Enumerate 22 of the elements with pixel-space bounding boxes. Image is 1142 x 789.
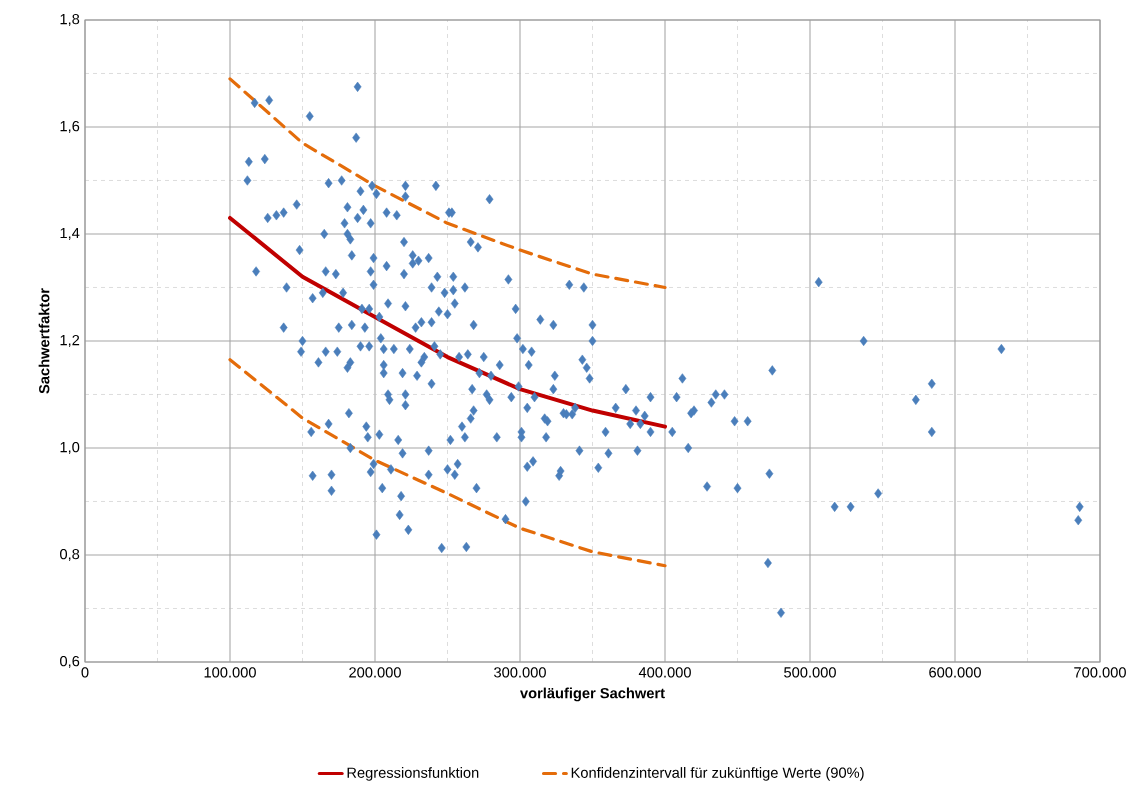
legend-label: Konfidenzintervall für zukünftige Werte (90%) (571, 767, 864, 781)
y-tick-label: 1,0 (60, 441, 80, 455)
x-tick-label: 200.000 (349, 667, 401, 678)
y-tick-label: 1,2 (60, 334, 80, 348)
x-tick-label: 700.000 (1074, 667, 1126, 678)
x-axis-title: vorläufiger Sachwert (520, 687, 665, 702)
y-tick-label: 0,6 (60, 655, 80, 669)
y-axis-title: Sachwertfaktor (38, 288, 50, 394)
x-tick-label: 500.000 (784, 667, 836, 678)
y-tick-label: 0,8 (60, 548, 80, 562)
line-series (228, 77, 667, 290)
x-tick-label: 100.000 (204, 667, 256, 678)
y-tick-label: 1,8 (60, 13, 80, 27)
y-tick-label: 1,6 (60, 120, 80, 134)
x-tick-label: 400.000 (638, 667, 691, 678)
x-tick-label: 600.000 (929, 667, 981, 678)
y-tick-label: 1,4 (60, 228, 80, 240)
line-series (228, 215, 668, 429)
line-series (228, 358, 667, 568)
legend-label: Regressionsfunktion (347, 767, 479, 781)
x-tick-label: 300.000 (494, 667, 546, 678)
x-tick-label: 0 (81, 667, 89, 678)
